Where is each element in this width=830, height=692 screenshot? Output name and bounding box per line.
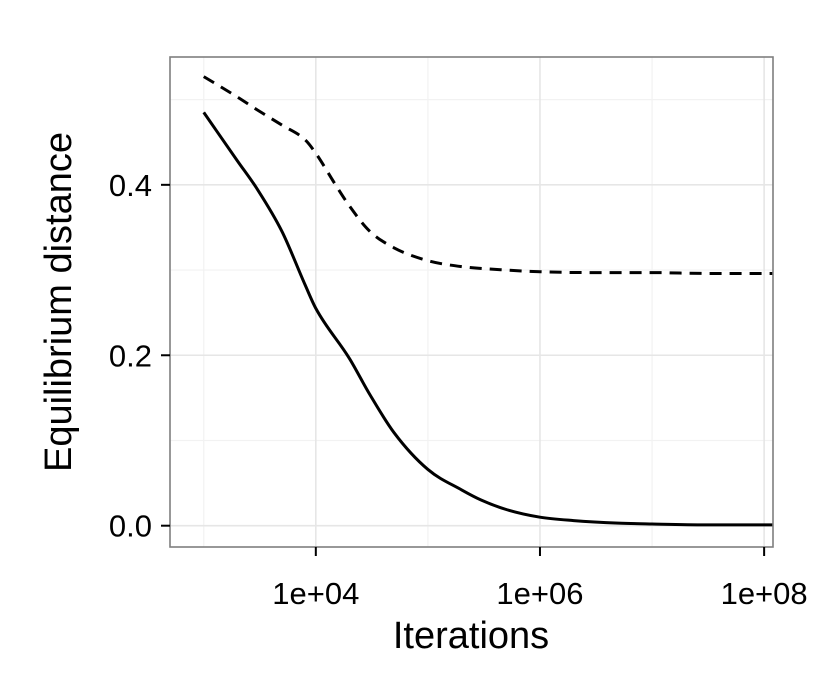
x-tick-label: 1e+06 (496, 576, 583, 611)
y-tick-label: 0.0 (109, 509, 152, 544)
y-tick-label: 0.4 (109, 168, 152, 203)
y-tick-label: 0.2 (109, 338, 152, 373)
y-axis: 0.0 0.2 0.4 (109, 168, 170, 544)
x-axis: 1e+04 1e+06 1e+08 (272, 547, 808, 611)
plot-border (169, 56, 774, 548)
solid-series-line (202, 111, 773, 527)
x-tick-label: 1e+04 (272, 576, 359, 611)
plot-panel (170, 57, 773, 547)
x-axis-title: Iterations (393, 615, 549, 657)
minor-gridlines (170, 57, 773, 547)
series-layer (202, 75, 773, 527)
x-tick-label: 1e+08 (721, 576, 808, 611)
dashed-series-line (202, 75, 773, 275)
y-axis-title: Equilibrium distance (38, 132, 80, 472)
